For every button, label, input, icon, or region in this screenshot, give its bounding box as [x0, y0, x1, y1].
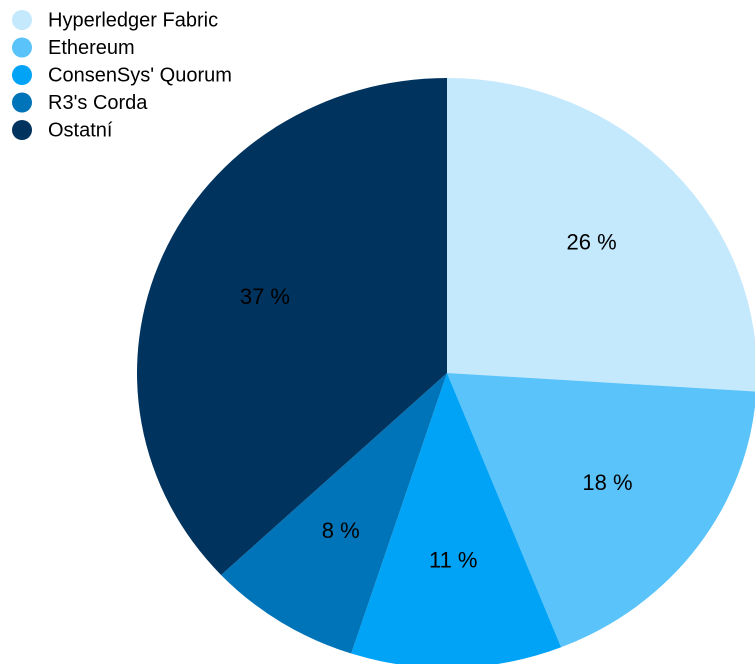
legend-label: ConsenSys' Quorum	[48, 64, 232, 86]
legend-swatch	[12, 37, 32, 58]
value-label: 18 %	[582, 470, 632, 495]
pie-slice	[221, 373, 447, 654]
pie-slice	[137, 77, 447, 575]
value-label: 26 %	[567, 230, 617, 255]
pie-slice	[351, 373, 562, 664]
value-label: 37 %	[240, 284, 290, 309]
legend-swatch	[12, 120, 32, 140]
legend-swatch	[12, 10, 32, 30]
pie-slice	[447, 78, 755, 392]
legend-label: Hyperledger Fabric	[48, 9, 218, 31]
value-label: 8 %	[322, 518, 360, 543]
legend-label: Ethereum	[48, 37, 135, 59]
legend-label: R3's Corda	[48, 92, 148, 114]
legend-swatch	[12, 65, 32, 85]
value-label: 11 %	[429, 548, 478, 573]
legend-label: Ostatní	[48, 119, 113, 141]
pie-slice	[447, 373, 755, 648]
legend-swatch	[12, 92, 32, 113]
